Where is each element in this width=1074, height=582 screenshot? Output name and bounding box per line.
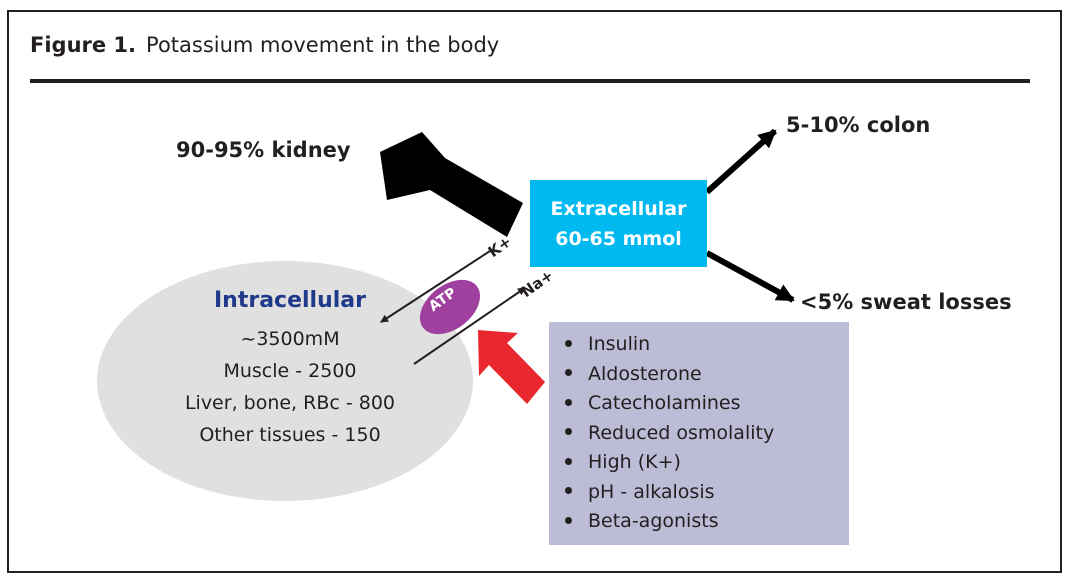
intracellular-line: Other tissues - 150 — [199, 424, 381, 446]
intracellular-name: Intracellular — [213, 288, 366, 313]
sweat-arrow — [705, 250, 795, 303]
regulator-item: Reduced osmolality — [561, 419, 849, 449]
regulator-item: pH - alkalosis — [561, 478, 849, 508]
extracellular-box: Extracellular 60-65 mmol — [530, 180, 707, 267]
regulator-item: Beta-agonists — [561, 507, 849, 537]
kidney-arrow — [380, 132, 523, 237]
bullet-icon — [565, 457, 572, 465]
kidney-label: 90-95% kidney — [176, 138, 351, 162]
regulator-item: High (K+) — [561, 448, 849, 478]
k-ion-arrow — [380, 250, 491, 323]
intracellular-line: Liver, bone, RBc - 800 — [184, 392, 396, 414]
intracellular-text: Intracellular ~3500mM Muscle - 2500 Live… — [140, 285, 440, 451]
regulator-item: Catecholamines — [561, 389, 849, 419]
figure-title: Figure 1. Potassium movement in the body — [30, 33, 499, 57]
bullet-icon — [565, 398, 572, 406]
stimulus-arrow — [478, 330, 545, 404]
bullet-icon — [565, 516, 572, 524]
bullet-icon — [565, 339, 572, 347]
colon-arrow — [704, 128, 778, 195]
extracellular-name: Extracellular — [550, 197, 687, 220]
extracellular-amount: 60-65 mmol — [555, 227, 682, 250]
bullet-icon — [565, 487, 572, 494]
bullet-icon — [565, 369, 572, 376]
regulators-box: Insulin Aldosterone Catecholamines Reduc… — [549, 322, 849, 545]
figure-label: Figure 1. — [30, 33, 137, 57]
figure-frame — [7, 10, 1062, 573]
colon-label: 5-10% colon — [786, 113, 931, 137]
atp-ellipse — [419, 279, 481, 335]
intracellular-line: ~3500mM — [240, 328, 340, 350]
figure-caption: Potassium movement in the body — [146, 33, 500, 57]
regulator-item: Aldosterone — [561, 360, 849, 390]
regulator-item: Insulin — [561, 330, 849, 360]
intracellular-ellipse — [97, 261, 473, 501]
sweat-label: <5% sweat losses — [800, 290, 1012, 314]
bullet-icon — [565, 428, 572, 435]
title-rule — [30, 79, 1030, 83]
intracellular-line: Muscle - 2500 — [223, 360, 357, 382]
na-ion-arrow — [413, 287, 526, 365]
